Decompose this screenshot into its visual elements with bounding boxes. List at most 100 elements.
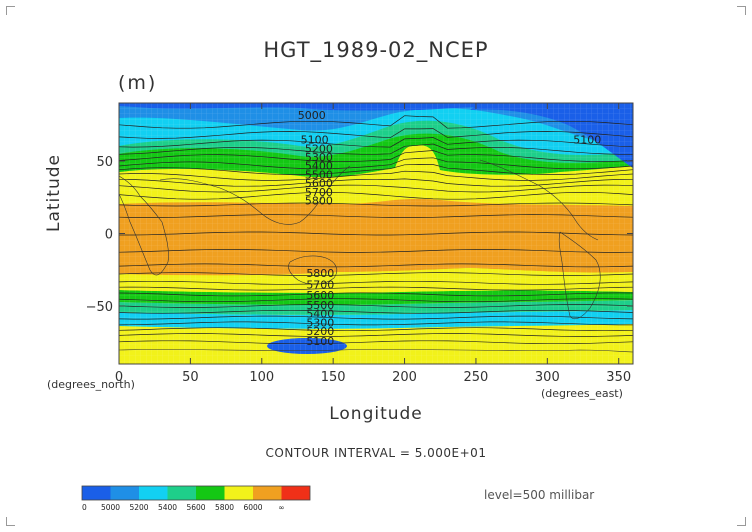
y-axis-unit: (degrees_north) (47, 378, 135, 391)
contour-label: 5100 (301, 134, 329, 147)
colorbar-swatch (281, 486, 310, 500)
coast-north-america (479, 159, 599, 241)
x-axis: 0 50 100 150 200 250 300 350 (115, 103, 631, 385)
contour-line (119, 340, 633, 345)
colorbar-swatch (110, 486, 139, 500)
contour-lines (119, 115, 633, 345)
crop-mark-top-left (6, 6, 15, 15)
contour-line (119, 115, 633, 129)
contour-label: 5300 (305, 151, 333, 164)
units-label: (m) (118, 72, 158, 94)
contour-line (119, 315, 633, 320)
x-tick-label: 50 (182, 370, 199, 385)
contour-line (119, 184, 633, 193)
contour-label: 5500 (305, 168, 333, 181)
contour-line (119, 143, 633, 155)
contour-line (119, 249, 633, 253)
contour-line (119, 202, 633, 207)
coast-africa-europe (119, 175, 169, 276)
colorbar: 0 5000 5200 5400 5600 5800 6000 ∞ (81, 485, 311, 512)
contour-label: 5200 (305, 142, 333, 155)
contour-label: 5800 (306, 267, 334, 280)
contour-line (119, 292, 633, 297)
coast-australia (288, 255, 338, 285)
contour-line (119, 192, 633, 200)
contour-line (119, 178, 633, 187)
coast-south-america (558, 231, 601, 320)
colorbar-label: 5200 (129, 503, 148, 512)
colorbar-swatch (139, 486, 168, 500)
contour-label: 5300 (306, 316, 334, 329)
contour-line (119, 150, 633, 162)
contour-label: 5000 (298, 109, 326, 122)
contour-line (119, 164, 633, 175)
crop-mark-bottom-left (6, 517, 15, 526)
coastlines (119, 159, 633, 353)
contour-line (119, 304, 633, 308)
x-axis-label: Longitude (0, 404, 752, 424)
colorbar-swatch (167, 486, 196, 500)
colorbar-label: 5800 (215, 503, 234, 512)
x-tick-label: 250 (464, 370, 489, 385)
contour-label: 5100 (573, 134, 601, 147)
contour-label: 5200 (306, 325, 334, 338)
contour-line (119, 137, 633, 148)
colorbar-label: 5600 (186, 503, 205, 512)
contour-label: 5700 (305, 186, 333, 199)
x-axis-label-text: Longitude (329, 404, 423, 424)
x-tick-label: 300 (535, 370, 560, 385)
coast-asia (159, 165, 351, 225)
colorbar-swatch (196, 486, 225, 500)
colorbar-label: ∞ (278, 503, 284, 512)
y-tick-label: 50 (96, 155, 113, 170)
colorbar-label: 5000 (101, 503, 120, 512)
colorbar-swatch (253, 486, 282, 500)
contour-label: 5800 (305, 195, 333, 208)
contour-line (119, 327, 633, 332)
coast-antarctica (119, 349, 633, 353)
x-tick-label: 200 (392, 370, 417, 385)
colorbar-swatch (224, 486, 253, 500)
colorbar-swatch (82, 486, 111, 500)
colorbar-label: 5400 (158, 503, 177, 512)
y-axis: 50 0 −50 (86, 155, 633, 315)
colorbar-label: 6000 (243, 503, 262, 512)
contour-label: 5400 (306, 308, 334, 321)
contour-line (119, 157, 633, 170)
colorbar-label: 0 (82, 503, 87, 512)
crop-mark-bottom-right (737, 517, 746, 526)
chart-title: HGT_1989-02_NCEP (263, 38, 489, 62)
colorbar-frame (81, 485, 311, 501)
contour-label: 5600 (306, 289, 334, 302)
contour-line (119, 231, 633, 236)
contour-label: 5500 (306, 299, 334, 312)
contour-line (119, 309, 633, 314)
contour-label: 5400 (305, 160, 333, 173)
contour-line (119, 128, 633, 139)
contour-label: 5700 (306, 279, 334, 292)
contour-line (119, 263, 633, 268)
contour-line (119, 333, 633, 337)
x-tick-label: 350 (606, 370, 631, 385)
x-tick-label: 0 (115, 370, 123, 385)
contour-label: 5600 (305, 177, 333, 190)
x-tick-label: 150 (321, 370, 346, 385)
contour-line (119, 280, 633, 285)
y-tick-label: −50 (86, 300, 113, 315)
contour-line (119, 170, 633, 181)
x-tick-label: 100 (249, 370, 274, 385)
crop-mark-top-right (737, 6, 746, 15)
contour-label: 5100 (306, 335, 334, 348)
contour-line (119, 286, 633, 291)
contour-line (119, 298, 633, 303)
contour-line (119, 272, 633, 276)
level-note: level=500 millibar (484, 488, 595, 502)
y-tick-label: 0 (105, 228, 113, 243)
contour-interval-note: CONTOUR INTERVAL = 5.000E+01 (265, 446, 487, 460)
contour-line (119, 321, 633, 326)
x-axis-unit: (degrees_east) (541, 387, 623, 400)
contour-line (119, 214, 633, 218)
